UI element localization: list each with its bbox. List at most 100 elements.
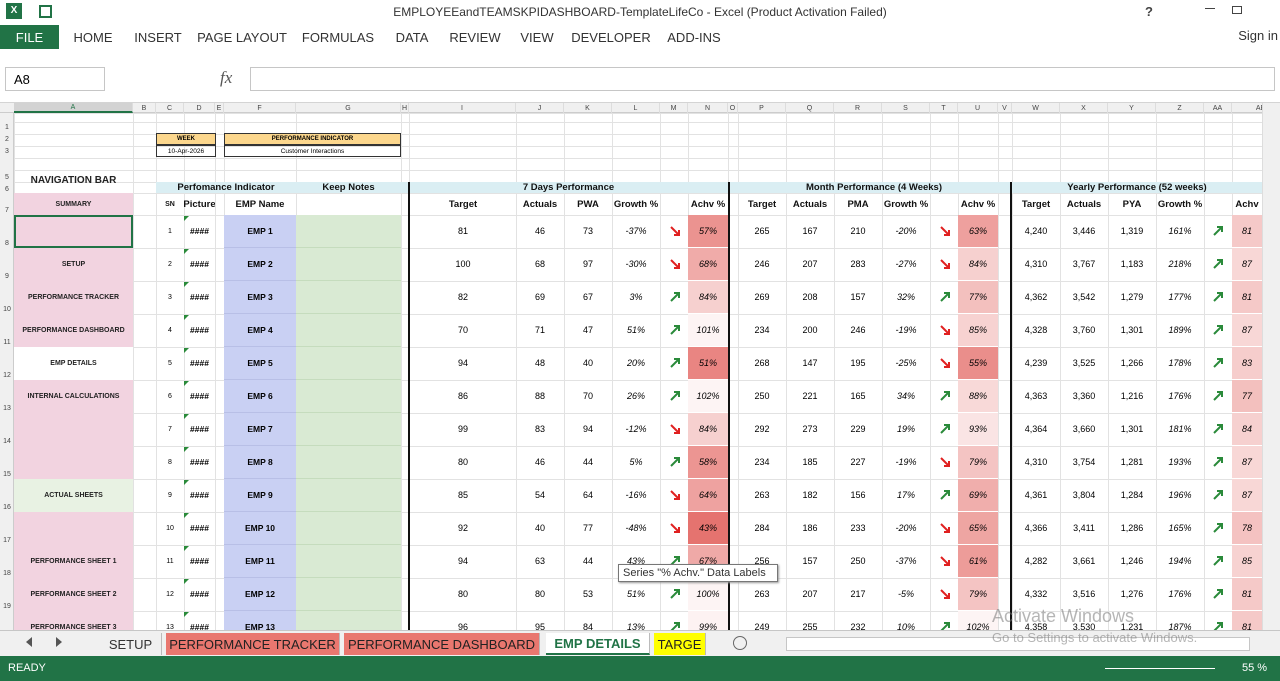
indicator-label: PERFORMANCE INDICATOR [224, 133, 401, 145]
comment-marker [184, 447, 189, 452]
horizontal-scrollbar[interactable] [786, 637, 1250, 651]
formula-input[interactable] [250, 67, 1275, 91]
arrow-up [1212, 489, 1224, 501]
grid-line [1060, 113, 1061, 630]
column-letter: S [882, 103, 930, 113]
achievement: 43% [688, 512, 728, 545]
column-header: Growth % [883, 198, 929, 210]
growth: 187% [1168, 622, 1192, 631]
grid-line [612, 113, 613, 630]
column-letter: C [156, 103, 184, 113]
growth: -48% [625, 523, 647, 533]
achievement: 87 [1232, 446, 1262, 479]
serial-number: 5 [168, 360, 172, 367]
nav-selected [14, 215, 133, 248]
ribbon-tab[interactable]: PAGE LAYOUT [197, 30, 287, 45]
name-box[interactable]: A8 [5, 67, 105, 91]
worksheet: ABCDEFGHIJKLMNOPQRSTUVWXYZAAAB1235678910… [0, 103, 1262, 630]
sheet-tab[interactable]: PERFORMANCE TRACKER [166, 633, 340, 655]
value: 3,516 [1072, 589, 1096, 599]
watermark-title: Activate Windows [992, 606, 1135, 626]
ribbon-tab[interactable]: DEVELOPER [571, 30, 651, 45]
growth: 43% [626, 556, 645, 566]
sheet-tab[interactable]: SETUP [100, 633, 162, 655]
help-button[interactable]: ? [1145, 4, 1153, 19]
arrow-up [669, 324, 681, 336]
growth: -5% [897, 589, 914, 599]
ribbon-tab[interactable]: VIEW [520, 30, 554, 45]
achievement: 65% [958, 512, 998, 545]
comment-marker [184, 612, 189, 617]
vertical-scrollbar[interactable] [1262, 103, 1280, 630]
group-header: Keep Notes [322, 182, 375, 193]
value: 265 [754, 226, 770, 236]
restore-button[interactable] [1232, 6, 1242, 14]
grid-line [14, 611, 1262, 612]
emp-name: EMP 10 [224, 512, 296, 545]
column-letter: AA [1204, 103, 1232, 113]
value: 263 [754, 589, 770, 599]
column-header-bar [0, 103, 1262, 113]
emp-name: EMP 9 [224, 479, 296, 512]
growth: -37% [625, 226, 647, 236]
growth: 193% [1168, 457, 1192, 467]
value: 47 [582, 325, 593, 335]
column-letter: P [738, 103, 786, 113]
arrow-down [939, 258, 951, 270]
value: 1,266 [1120, 358, 1144, 368]
growth: -20% [895, 523, 917, 533]
week-value: 10-Apr-2026 [156, 145, 216, 157]
zoom-slider[interactable] [1105, 668, 1215, 669]
column-letter: Z [1156, 103, 1204, 113]
row-number: 17 [3, 537, 11, 544]
growth: 177% [1168, 292, 1192, 302]
ribbon-tab[interactable]: REVIEW [449, 30, 501, 45]
arrow-up [939, 423, 951, 435]
sheet-tab[interactable]: EMP DETAILS [546, 633, 650, 655]
arrow-down [939, 225, 951, 237]
section-divider [1010, 182, 1012, 630]
minimize-button[interactable] [1205, 8, 1215, 9]
sheet-tab[interactable]: PERFORMANCE DASHBOARD [344, 633, 540, 655]
ribbon-tab[interactable]: HOME [73, 30, 113, 45]
notes [296, 578, 401, 611]
group-header: Yearly Performance (52 weeks) [1067, 182, 1207, 193]
scroll-left[interactable] [26, 637, 32, 647]
ribbon-tab[interactable]: DATA [395, 30, 429, 45]
achievement: 85 [1232, 545, 1262, 578]
save-icon[interactable] [39, 5, 52, 18]
growth: 17% [896, 490, 915, 500]
row-number: 12 [3, 372, 11, 379]
new-sheet-button[interactable] [733, 636, 747, 650]
ribbon-tab[interactable]: FILE [0, 25, 59, 49]
value: 70 [457, 325, 468, 335]
value: 1,231 [1120, 622, 1144, 631]
ribbon-tab[interactable]: ADD-INS [667, 30, 721, 45]
ribbon-tab[interactable]: FORMULAS [301, 30, 375, 45]
comment-marker [184, 216, 189, 221]
sign-in[interactable]: Sign in [1238, 28, 1278, 43]
row-number: 19 [3, 603, 11, 610]
arrow-down [669, 489, 681, 501]
arrow-down [939, 522, 951, 534]
value: 71 [534, 325, 545, 335]
value: 246 [754, 259, 770, 269]
sheet-tab[interactable]: TARGE [654, 633, 706, 655]
value: 232 [850, 622, 866, 631]
scroll-right[interactable] [56, 637, 62, 647]
growth: 32% [896, 292, 915, 302]
column-letter: H [401, 103, 409, 113]
value: 250 [754, 391, 770, 401]
insert-function[interactable]: fx [220, 68, 233, 87]
value: 250 [850, 556, 866, 566]
zoom-level[interactable]: 55 % [1242, 662, 1268, 674]
achievement: 79% [958, 446, 998, 479]
value: 207 [802, 259, 818, 269]
ribbon-tab[interactable]: INSERT [134, 30, 182, 45]
nav-background [14, 193, 133, 630]
achievement: 68% [688, 248, 728, 281]
value: 3,542 [1072, 292, 1096, 302]
achievement: 84% [958, 248, 998, 281]
achievement: 100% [688, 578, 728, 611]
comment-marker [184, 381, 189, 386]
